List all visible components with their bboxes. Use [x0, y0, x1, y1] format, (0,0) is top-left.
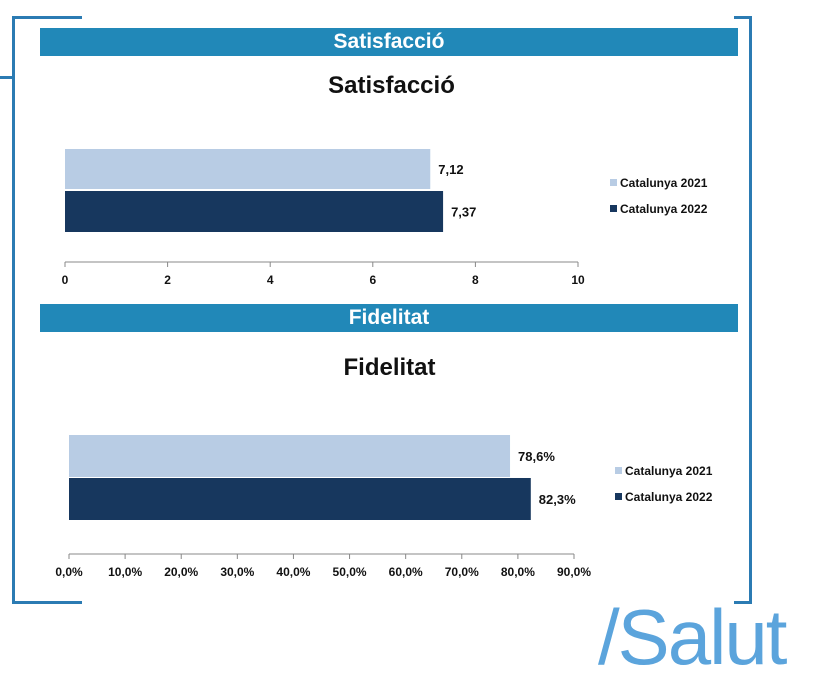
- x-tick-label: 80,0%: [501, 565, 535, 579]
- legend-label: Catalunya 2021: [620, 176, 708, 190]
- x-tick-label: 40,0%: [276, 565, 310, 579]
- legend-label: Catalunya 2022: [625, 490, 713, 504]
- x-tick-label: 20,0%: [164, 565, 198, 579]
- x-tick-label: 60,0%: [389, 565, 423, 579]
- fidelitat-banner: Fidelitat: [40, 304, 738, 332]
- frame-left-tick: [0, 76, 12, 79]
- legend-swatch: [615, 493, 622, 500]
- frame-right-bottom: [734, 601, 752, 604]
- bar-2022: [65, 191, 444, 232]
- frame-left-top: [12, 16, 82, 19]
- bar-2021: [69, 435, 511, 477]
- frame-left-side: [12, 16, 15, 604]
- x-tick-label: 90,0%: [557, 565, 591, 579]
- data-label: 7,37: [451, 205, 476, 220]
- x-tick-label: 0: [62, 273, 69, 287]
- frame-left-bottom: [12, 601, 82, 604]
- x-tick-label: 50,0%: [333, 565, 367, 579]
- x-tick-label: 6: [369, 273, 376, 287]
- x-tick-label: 2: [164, 273, 171, 287]
- fidelitat-chart: 78,6% Catalunya 2021 82,3% Catalunya 2022 0,…: [55, 435, 713, 579]
- satisfaccio-banner: Satisfacció: [40, 28, 738, 56]
- x-tick-label: 4: [267, 273, 274, 287]
- fidelitat-chart-title: Fidelitat: [343, 354, 436, 381]
- satisfaccio-chart: 7,12 Catalunya 2021 7,37 Catalunya 2022 0 2 4 6…: [62, 149, 708, 287]
- bar-2021: [65, 149, 431, 189]
- frame-right-side: [749, 16, 752, 604]
- legend-swatch: [615, 467, 622, 474]
- data-label: 82,3%: [539, 492, 576, 507]
- x-tick-label: 30,0%: [220, 565, 254, 579]
- bar-2022: [69, 478, 531, 520]
- data-label: 7,12: [438, 162, 463, 177]
- salut-logo: /Salut: [598, 593, 787, 681]
- legend-label: Catalunya 2022: [620, 202, 708, 216]
- x-tick-label: 0,0%: [55, 565, 83, 579]
- frame-right-top: [734, 16, 752, 19]
- x-tick-label: 8: [472, 273, 479, 287]
- x-tick-label: 10,0%: [108, 565, 142, 579]
- x-tick-label: 10: [571, 273, 585, 287]
- legend-swatch: [610, 179, 617, 186]
- satisfaccio-chart-title: Satisfacció: [328, 72, 455, 99]
- legend-label: Catalunya 2021: [625, 464, 713, 478]
- data-label: 78,6%: [518, 449, 555, 464]
- legend-swatch: [610, 205, 617, 212]
- x-tick-label: 70,0%: [445, 565, 479, 579]
